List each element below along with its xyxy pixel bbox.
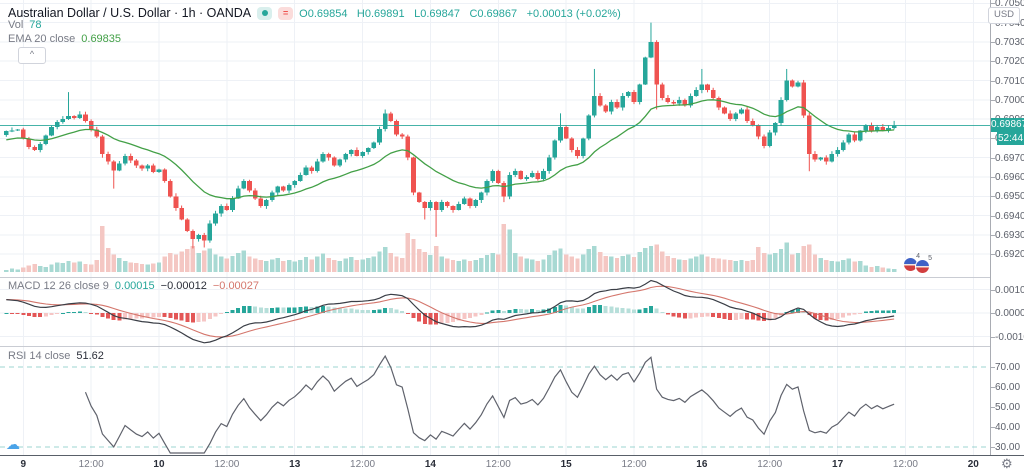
time-axis-label: 13 [289, 459, 301, 470]
volume-value: 78 [29, 19, 42, 31]
rsi-axis-label: 40.00 [995, 422, 1021, 433]
axis-tick [991, 367, 995, 368]
time-axis-label: 12:00 [485, 459, 511, 470]
axis-tick [991, 289, 995, 291]
status-dot-icon[interactable] [257, 6, 273, 20]
axis-tick [991, 3, 995, 5]
axis-tick [991, 138, 995, 140]
macd-line-value: −0.00012 [160, 280, 207, 292]
gear-icon[interactable]: ⚙ [1001, 456, 1013, 471]
time-axis-label: 20 [967, 459, 979, 470]
time-axis-label: 12:00 [757, 459, 783, 470]
ema-label: EMA 20 close [8, 33, 76, 45]
symbol-title: Australian Dollar / U.S. Dollar · 1h · O… [8, 6, 252, 20]
pane-divider-macd[interactable] [0, 277, 1024, 278]
time-axis-label: 12:00 [78, 459, 104, 470]
time-axis-label: 10 [153, 459, 165, 470]
time-axis-label: 12:00 [350, 459, 376, 470]
macd-hist-value: 0.00015 [114, 280, 155, 292]
current-price-badge: 0.69867 [991, 118, 1024, 132]
currency-button[interactable]: USD [988, 7, 1020, 24]
axis-tick [991, 234, 995, 236]
symbol-legend-row[interactable]: Australian Dollar / U.S. Dollar · 1h · O… [8, 4, 626, 22]
pane-divider-rsi[interactable] [0, 346, 1024, 347]
time-axis-label: 14 [424, 459, 436, 470]
axis-tick [991, 215, 995, 217]
rsi-legend-row[interactable]: RSI 14 close 51.62 [8, 350, 104, 362]
time-axis-label: 12:00 [892, 459, 918, 470]
axis-tick [991, 387, 995, 388]
time-axis-label: 12:00 [214, 459, 240, 470]
change-value: +0.00013 (+0.02%) [526, 8, 621, 20]
chart-plot-area[interactable] [0, 0, 990, 455]
rsi-value: 51.62 [76, 350, 104, 362]
rsi-line [84, 354, 895, 454]
volume-layer [4, 224, 897, 272]
time-axis-label: 12:00 [621, 459, 647, 470]
axis-tick [991, 196, 995, 198]
grid-layer [0, 0, 990, 455]
rsi-axis-label: 30.00 [995, 442, 1021, 453]
macd-signal-line [6, 285, 895, 338]
high-value: H0.69891 [356, 8, 405, 20]
open-value: O0.69854 [299, 8, 348, 20]
macd-legend-row[interactable]: MACD 12 26 close 9 0.00015 −0.00012 −0.0… [8, 280, 259, 292]
axis-tick [991, 313, 995, 314]
close-value: C0.69867 [469, 8, 518, 20]
volume-legend-row[interactable]: Vol 78 [8, 19, 42, 31]
ohlc-values: O0.69854 H0.69891 L0.69847 C0.69867 +0.0… [299, 4, 626, 22]
time-axis-label: 16 [696, 459, 708, 470]
axis-tick [991, 336, 995, 338]
collapse-legend-button[interactable]: ^ [18, 47, 46, 64]
time-axis-label: 17 [832, 459, 844, 470]
rsi-label: RSI 14 close [8, 350, 71, 362]
macd-line [6, 279, 895, 344]
axis-tick [991, 80, 995, 82]
axis-tick [991, 99, 995, 101]
bar-countdown-badge: 52:44 [997, 132, 1024, 145]
ema-line [6, 99, 895, 200]
candles-layer [4, 22, 897, 249]
time-axis-label: 9 [20, 459, 27, 470]
axis-tick [991, 254, 995, 256]
legend-menu-icon[interactable]: = [278, 6, 294, 20]
rsi-axis-label: 60.00 [995, 382, 1021, 393]
macd-axis-label: 0.00000 [995, 308, 1024, 319]
volume-label: Vol [8, 19, 24, 31]
ema-legend-row[interactable]: EMA 20 close 0.69835 [8, 33, 121, 45]
time-axis[interactable]: 9 12:00 10 12:00 13 12:00 14 12:00 15 12:00 16 12:0… [0, 456, 1024, 474]
axis-tick [991, 177, 995, 179]
rsi-axis-label: 70.00 [995, 362, 1021, 373]
axis-tick [991, 41, 995, 43]
axis-tick [991, 157, 995, 159]
rsi-axis-label: 50.00 [995, 402, 1021, 413]
economic-event-icon[interactable]: 5 [915, 255, 932, 274]
price-axis[interactable]: 0.705000.704000.703000.702000.701000.700… [990, 0, 1024, 455]
macd-label: MACD 12 26 close 9 [8, 280, 109, 292]
low-value: L0.69847 [414, 8, 460, 20]
axis-tick [991, 427, 995, 428]
axis-tick [991, 447, 995, 448]
ema-value: 0.69835 [81, 33, 122, 45]
macd-signal-value: −0.00027 [212, 280, 260, 292]
time-axis-label: 15 [560, 459, 572, 470]
cloud-icon[interactable]: ☁ [6, 436, 20, 452]
time-axis-divider [0, 455, 1024, 456]
axis-tick [991, 407, 995, 408]
axis-tick [991, 61, 995, 63]
